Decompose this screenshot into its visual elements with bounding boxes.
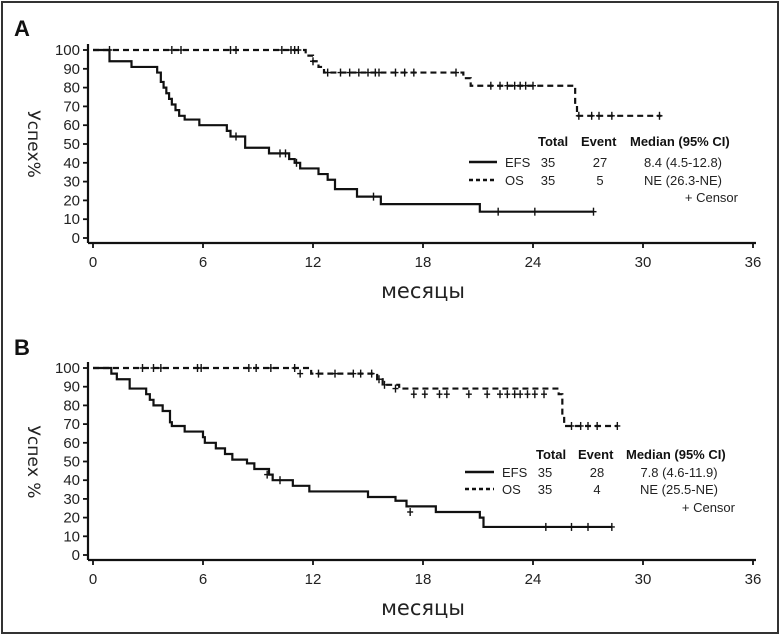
x-tick-label: 0 — [89, 571, 97, 588]
x-tick-label: 30 — [635, 571, 652, 588]
legend-header-median: Median (95% CI) — [630, 134, 730, 149]
legend-os-name: OS — [505, 173, 524, 188]
x-tick-label: 6 — [199, 254, 207, 271]
legend-efs-name: EFS — [505, 155, 531, 170]
x-tick-label: 12 — [305, 571, 322, 588]
x-tick-label: 12 — [305, 254, 322, 271]
legend-efs-event: 27 — [593, 155, 607, 170]
y-tick-label: 0 — [72, 230, 80, 247]
legend-efs-event: 28 — [590, 465, 604, 480]
y-tick-label: 70 — [63, 98, 80, 115]
y-tick-label: 100 — [55, 360, 80, 377]
x-tick-label: 6 — [199, 571, 207, 588]
legend-censor-note: + Censor — [685, 190, 739, 205]
panel-a-curves — [93, 46, 663, 216]
curve-efs — [93, 48, 594, 213]
y-tick-label: 60 — [63, 435, 80, 452]
y-tick-label: 40 — [63, 155, 80, 172]
y-tick-label: 80 — [63, 397, 80, 414]
x-tick-label: 30 — [635, 254, 652, 271]
x-tick-label: 18 — [415, 571, 432, 588]
legend-efs-total: 35 — [538, 465, 552, 480]
panel-b-curves — [93, 364, 621, 531]
y-tick-label: 90 — [63, 61, 80, 78]
legend-os-median: NE (26.3-NE) — [644, 173, 722, 188]
y-tick-label: 50 — [63, 136, 80, 153]
legend-efs-name: EFS — [502, 465, 528, 480]
y-tick-label: 30 — [63, 174, 80, 191]
curve-efs — [93, 366, 612, 529]
legend-header-event: Event — [578, 447, 614, 462]
x-tick-label: 18 — [415, 254, 432, 271]
legend-efs-median: 8.4 (4.5-12.8) — [644, 155, 722, 170]
panel-b-label: B — [14, 335, 30, 360]
panel-b-x-axis-title: месяцы — [381, 596, 465, 620]
legend-header-total: Total — [536, 447, 566, 462]
panel-a-label: A — [14, 16, 30, 41]
panel-b: B Успех % месяцы 01020304050607080901000… — [14, 335, 761, 620]
legend-os-total: 35 — [538, 482, 552, 497]
y-tick-label: 40 — [63, 472, 80, 489]
x-tick-label: 24 — [525, 571, 542, 588]
y-tick-label: 20 — [63, 510, 80, 527]
legend-os-median: NE (25.5-NE) — [640, 482, 718, 497]
y-tick-label: 60 — [63, 117, 80, 134]
x-tick-label: 36 — [745, 254, 762, 271]
y-tick-label: 20 — [63, 192, 80, 209]
legend-efs-median: 7.8 (4.6-11.9) — [640, 465, 717, 480]
y-tick-label: 10 — [63, 211, 80, 228]
legend-os-event: 4 — [593, 482, 600, 497]
y-tick-label: 100 — [55, 42, 80, 59]
x-tick-label: 0 — [89, 254, 97, 271]
legend-os-total: 35 — [541, 173, 555, 188]
y-tick-label: 50 — [63, 454, 80, 471]
y-tick-label: 30 — [63, 491, 80, 508]
legend-censor-note: + Censor — [682, 500, 736, 515]
legend-header-total: Total — [538, 134, 568, 149]
legend-header-median: Median (95% CI) — [626, 447, 726, 462]
legend-os-event: 5 — [596, 173, 603, 188]
panel-a-x-axis-title: месяцы — [381, 279, 465, 303]
y-tick-label: 10 — [63, 528, 80, 545]
panel-b-legend: Total Event Median (95% CI) EFS 35 28 7.… — [465, 447, 736, 515]
panel-a-y-axis-title: Успех% — [23, 110, 43, 178]
panel-b-y-axis-title: Успех % — [23, 426, 43, 499]
curve-os — [93, 48, 662, 117]
x-tick-label: 36 — [745, 571, 762, 588]
legend-efs-total: 35 — [541, 155, 555, 170]
y-tick-label: 0 — [72, 547, 80, 564]
x-tick-label: 24 — [525, 254, 542, 271]
y-tick-label: 70 — [63, 416, 80, 433]
curve-os — [93, 366, 618, 428]
legend-header-event: Event — [581, 134, 617, 149]
panel-a-legend: Total Event Median (95% CI) EFS 35 27 8.… — [469, 134, 739, 205]
y-tick-label: 80 — [63, 80, 80, 97]
y-tick-label: 90 — [63, 379, 80, 396]
legend-os-name: OS — [502, 482, 521, 497]
